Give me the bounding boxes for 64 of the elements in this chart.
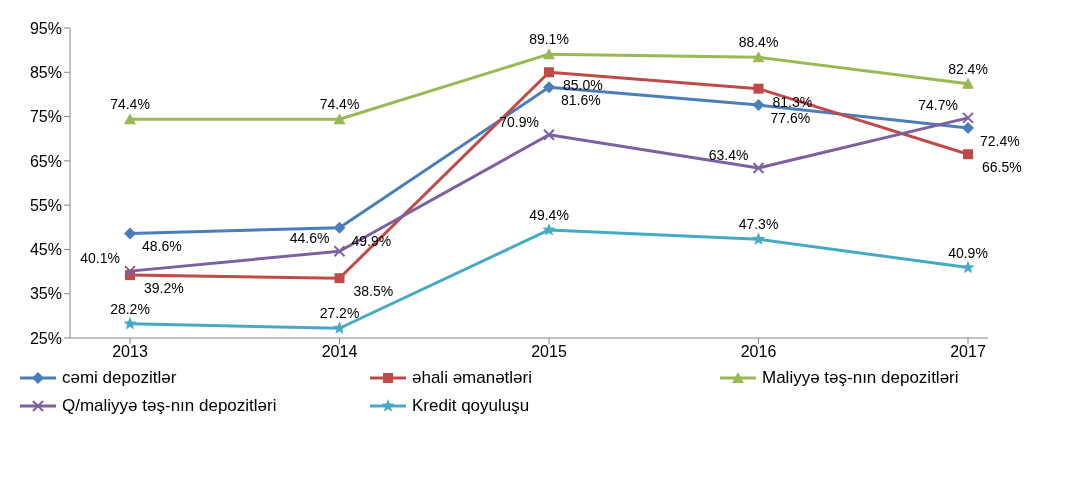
point: [543, 128, 555, 141]
legend-label: Kredit qoyuluşu: [412, 396, 530, 416]
point: [333, 113, 346, 125]
y-tick-label: 25%: [29, 329, 62, 347]
data-label: 74.4%: [319, 96, 360, 113]
point: [752, 99, 765, 112]
data-label: 74.7%: [918, 96, 958, 113]
data-label: 81.6%: [561, 92, 601, 109]
data-label: 27.2%: [319, 305, 360, 322]
point: [333, 245, 346, 258]
point: [752, 51, 765, 63]
data-label: 47.3%: [738, 216, 779, 233]
legend-label: Q/maliyyə təş-nın depozitləri: [62, 396, 277, 416]
x-tick-label: 2015: [531, 343, 567, 361]
y-tick-label: 75%: [29, 108, 62, 126]
point: [124, 227, 136, 240]
point: [961, 260, 975, 274]
point: [334, 273, 345, 284]
point: [751, 232, 766, 245]
y-tick-label: 45%: [29, 241, 62, 259]
point: [542, 222, 556, 236]
point: [962, 122, 974, 135]
x-tick-label: 2013: [112, 343, 148, 361]
data-label: 72.4%: [980, 133, 1020, 150]
data-label: 39.2%: [144, 280, 184, 297]
x-tick-label: 2016: [740, 343, 777, 361]
point: [962, 111, 974, 124]
data-label: 40.1%: [80, 250, 120, 267]
point: [332, 321, 347, 334]
legend-label: cəmi depozitlər: [62, 368, 177, 388]
legend-label: Maliyyə təş-nın depozitləri: [762, 368, 959, 388]
data-label: 38.5%: [353, 283, 394, 300]
data-label: 66.5%: [982, 159, 1022, 176]
x-tick-label: 2014: [321, 343, 358, 361]
y-tick-label: 85%: [29, 63, 62, 81]
y-tick-label: 95%: [29, 19, 62, 37]
y-tick-label: 55%: [29, 196, 62, 214]
point: [333, 221, 346, 234]
data-label: 88.4%: [738, 34, 779, 51]
data-label: 70.9%: [499, 113, 539, 130]
data-label: 89.1%: [529, 31, 569, 48]
point: [544, 67, 554, 78]
data-label: 49.4%: [529, 206, 569, 223]
point: [963, 149, 973, 160]
x-tick-label: 2017: [950, 343, 986, 361]
point: [124, 265, 136, 278]
data-label: 40.9%: [948, 244, 988, 261]
data-label: 28.2%: [110, 300, 150, 317]
y-tick-label: 65%: [29, 152, 62, 170]
point: [543, 81, 555, 94]
data-label: 82.4%: [948, 60, 988, 77]
legend-label: əhali əmanətləri: [412, 368, 533, 388]
point: [752, 161, 765, 174]
point: [543, 48, 555, 60]
y-tick-label: 35%: [29, 285, 62, 303]
data-label: 48.6%: [142, 238, 182, 255]
point: [123, 316, 137, 330]
data-label: 77.6%: [770, 110, 811, 127]
point: [753, 83, 764, 94]
point: [124, 113, 136, 125]
data-label: 74.4%: [110, 96, 150, 113]
data-label: 63.4%: [708, 146, 749, 163]
data-label: 44.6%: [289, 230, 330, 247]
point: [962, 77, 974, 89]
